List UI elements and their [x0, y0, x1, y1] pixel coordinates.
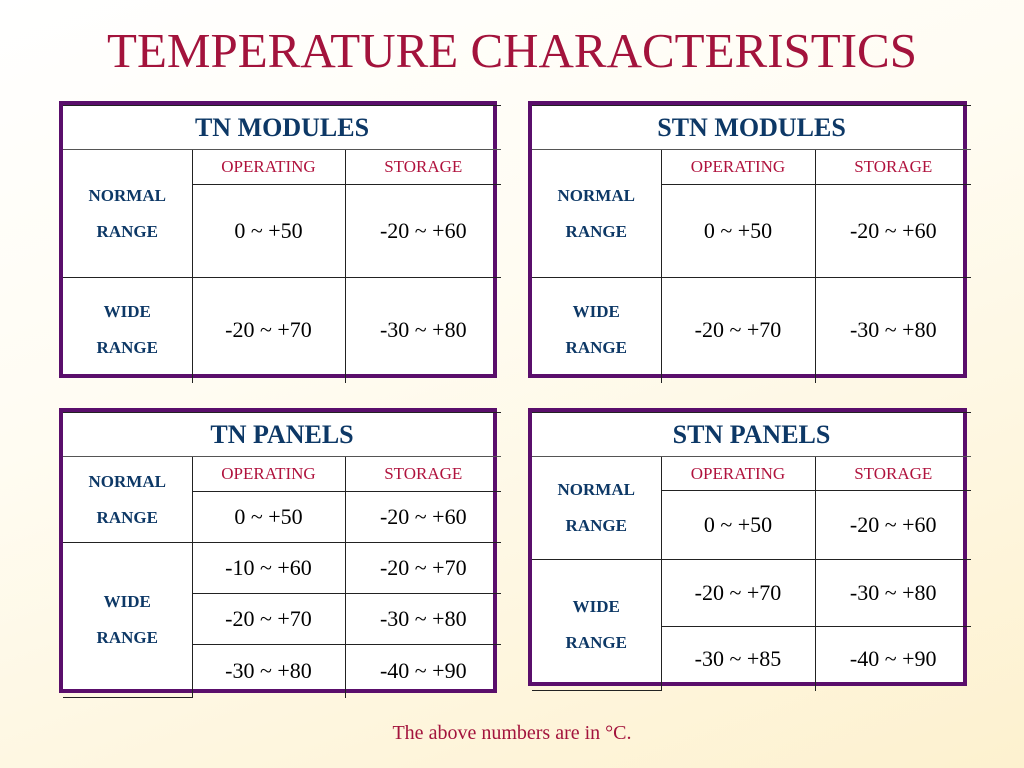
column-header-operating: OPERATING	[660, 456, 816, 491]
table-row: WIDE RANGE -10 ~ +60 -20 ~ +70	[63, 542, 502, 698]
table-title: TN MODULES	[63, 105, 502, 150]
row-label-line: WIDE	[572, 302, 620, 322]
table-row: 0 ~ +50 -20 ~ +60	[532, 184, 972, 278]
row-label-line: NORMAL	[557, 480, 635, 499]
row-label: WIDE RANGE	[532, 277, 662, 383]
header-row: NORMAL RANGE OPERATING STORAGE	[532, 456, 971, 560]
header-row: NORMAL RANGE OPERATING STORAGE	[63, 149, 502, 278]
storage-value: -20 ~ +60	[814, 184, 972, 278]
footnote: The above numbers are in °C.	[392, 722, 632, 744]
table-row: -30 ~ +80 -40 ~ +90	[63, 644, 502, 698]
column-header-storage: STORAGE	[344, 456, 502, 492]
row-label-line: RANGE	[565, 221, 627, 241]
row-label-line: RANGE	[565, 516, 627, 535]
row-label: NORMAL RANGE	[63, 456, 193, 543]
table-row: WIDE RANGE -20 ~ +70 -30 ~ +80	[532, 559, 971, 691]
tn-modules-table: TN MODULES NORMAL RANGE OPERATING STORAGE 0 ~…	[59, 101, 502, 383]
row-label-line: RANGE	[96, 221, 158, 241]
operating-value: 0 ~ +50	[192, 491, 346, 543]
table-grid: STN PANELS NORMAL RANGE OPERATING STORAGE 0 ~…	[532, 412, 971, 691]
page-title: TEMPERATURE CHARACTERISTICS	[107, 23, 917, 78]
table-row: -20 ~ +70 -30 ~ +80	[63, 593, 502, 645]
table-row: WIDE RANGE -20 ~ +70 -30 ~ +80	[63, 277, 502, 383]
column-header-operating: OPERATING	[191, 456, 346, 492]
table-grid: TN MODULES NORMAL RANGE OPERATING STORAGE 0 ~…	[63, 105, 502, 383]
storage-value: -40 ~ +90	[814, 626, 971, 691]
storage-value: -20 ~ +60	[344, 184, 502, 278]
operating-value: -30 ~ +80	[192, 644, 346, 698]
row-label: NORMAL RANGE	[63, 149, 193, 278]
column-header-storage: STORAGE	[344, 149, 502, 185]
column-header-operating: OPERATING	[660, 149, 816, 185]
operating-value: -30 ~ +85	[661, 626, 816, 691]
storage-value: -30 ~ +80	[344, 277, 502, 383]
tn-panels-table: TN PANELS NORMAL RANGE OPERATING STORAGE 0 ~ …	[59, 408, 502, 698]
header-row: NORMAL RANGE OPERATING STORAGE	[532, 149, 972, 278]
storage-value: -30 ~ +80	[344, 593, 502, 645]
row-label: WIDE RANGE	[63, 277, 193, 383]
operating-value: 0 ~ +50	[192, 184, 346, 278]
table-title: STN PANELS	[532, 412, 971, 457]
table-row: WIDE RANGE -20 ~ +70 -30 ~ +80	[532, 277, 972, 383]
header-row: NORMAL RANGE OPERATING STORAGE	[63, 456, 502, 543]
operating-value: -20 ~ +70	[192, 593, 346, 645]
row-label: NORMAL RANGE	[532, 456, 662, 560]
table-grid: STN MODULES NORMAL RANGE OPERATING STORAGE 0 …	[532, 105, 972, 383]
table-title: TN PANELS	[63, 412, 502, 457]
stn-modules-table: STN MODULES NORMAL RANGE OPERATING STORAGE 0 …	[528, 101, 972, 383]
table-grid: TN PANELS NORMAL RANGE OPERATING STORAGE 0 ~ …	[63, 412, 502, 698]
row-label-line: WIDE	[572, 597, 620, 616]
column-header-storage: STORAGE	[814, 456, 971, 491]
storage-value: -40 ~ +90	[344, 644, 502, 698]
row-label: NORMAL RANGE	[532, 149, 662, 278]
table-row: 0 ~ +50 -20 ~ +60	[63, 184, 502, 278]
operating-value: -20 ~ +70	[660, 277, 816, 383]
row-label: WIDE RANGE	[63, 542, 193, 698]
row-label-line: RANGE	[96, 507, 158, 527]
row-label-line: WIDE	[103, 592, 151, 611]
row-label: WIDE RANGE	[532, 559, 662, 691]
column-header-operating: OPERATING	[191, 149, 346, 185]
storage-value: -30 ~ +80	[814, 559, 971, 627]
stn-panels-table: STN PANELS NORMAL RANGE OPERATING STORAGE 0 ~…	[528, 408, 971, 691]
row-label-line: RANGE	[565, 633, 627, 652]
storage-value: -20 ~ +60	[814, 490, 971, 560]
operating-value: 0 ~ +50	[661, 490, 816, 560]
storage-value: -20 ~ +70	[344, 542, 502, 594]
row-label-line: NORMAL	[88, 471, 166, 491]
operating-value: -20 ~ +70	[191, 277, 346, 383]
table-title: STN MODULES	[532, 105, 972, 150]
column-header-storage: STORAGE	[814, 149, 972, 185]
row-label-line: NORMAL	[557, 185, 635, 205]
row-label-line: NORMAL	[88, 185, 166, 205]
row-label-line: RANGE	[96, 338, 158, 358]
storage-value: -30 ~ +80	[814, 277, 972, 383]
row-label-line: RANGE	[565, 338, 627, 358]
table-row: -30 ~ +85 -40 ~ +90	[532, 626, 971, 691]
operating-value: -10 ~ +60	[191, 542, 346, 594]
storage-value: -20 ~ +60	[344, 491, 502, 543]
operating-value: -20 ~ +70	[660, 559, 816, 627]
row-label-line: WIDE	[103, 302, 151, 322]
row-label-line: RANGE	[96, 628, 158, 647]
operating-value: 0 ~ +50	[661, 184, 816, 278]
